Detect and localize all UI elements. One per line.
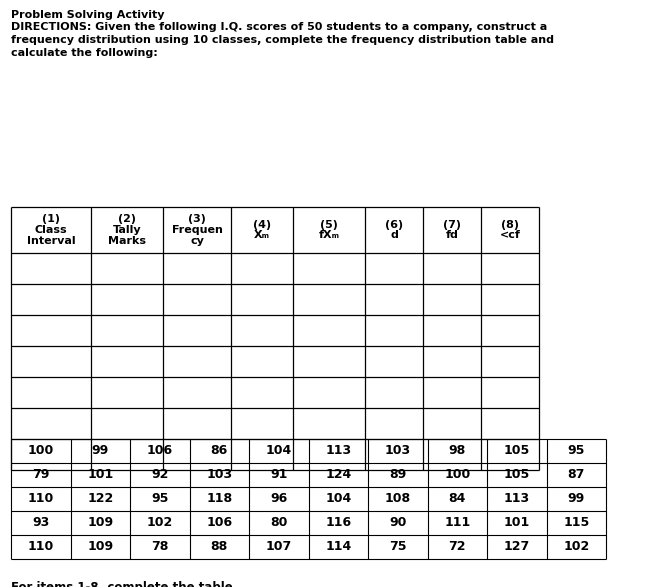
Text: fd: fd [446, 231, 458, 241]
Text: 87: 87 [567, 468, 585, 481]
Text: 110: 110 [28, 492, 54, 505]
Text: 100: 100 [28, 444, 54, 457]
Text: 122: 122 [87, 492, 113, 505]
Text: 111: 111 [444, 517, 470, 529]
Text: 102: 102 [146, 517, 173, 529]
Text: Marks: Marks [108, 236, 146, 246]
Text: 106: 106 [206, 517, 232, 529]
Text: 86: 86 [211, 444, 228, 457]
Text: Class: Class [35, 225, 67, 235]
Text: 105: 105 [503, 444, 530, 457]
Text: 101: 101 [503, 517, 530, 529]
Text: 105: 105 [503, 468, 530, 481]
Text: (7): (7) [443, 220, 461, 230]
Text: 107: 107 [265, 541, 292, 554]
Text: 89: 89 [389, 468, 406, 481]
Text: 75: 75 [389, 541, 406, 554]
Text: 109: 109 [87, 517, 113, 529]
Text: (3): (3) [188, 214, 206, 224]
Text: (2): (2) [118, 214, 136, 224]
Text: 80: 80 [270, 517, 287, 529]
Text: Xₘ: Xₘ [254, 231, 270, 241]
Text: 110: 110 [28, 541, 54, 554]
Text: 92: 92 [151, 468, 168, 481]
Text: 95: 95 [151, 492, 168, 505]
Text: 108: 108 [384, 492, 411, 505]
Text: DIRECTIONS: Given the following I.Q. scores of 50 students to a company, constru: DIRECTIONS: Given the following I.Q. sco… [11, 22, 547, 32]
Text: 113: 113 [325, 444, 351, 457]
Text: 104: 104 [325, 492, 351, 505]
Text: 115: 115 [563, 517, 589, 529]
Text: 99: 99 [568, 492, 585, 505]
Text: 113: 113 [503, 492, 530, 505]
Text: 103: 103 [206, 468, 232, 481]
Text: (4): (4) [253, 220, 271, 230]
Text: Interval: Interval [27, 236, 75, 246]
Text: 109: 109 [87, 541, 113, 554]
Text: 127: 127 [503, 541, 530, 554]
Text: (8): (8) [501, 220, 519, 230]
Text: 96: 96 [270, 492, 287, 505]
Text: 124: 124 [325, 468, 351, 481]
Text: 84: 84 [449, 492, 466, 505]
Text: (5): (5) [320, 220, 338, 230]
Text: 72: 72 [448, 541, 466, 554]
Text: Frequen: Frequen [172, 225, 222, 235]
Text: 104: 104 [265, 444, 292, 457]
Text: frequency distribution using 10 classes, complete the frequency distribution tab: frequency distribution using 10 classes,… [11, 35, 554, 45]
Text: (6): (6) [385, 220, 403, 230]
Text: calculate the following:: calculate the following: [11, 48, 158, 58]
Text: fXₘ: fXₘ [319, 231, 340, 241]
Text: 118: 118 [206, 492, 232, 505]
Text: (1): (1) [42, 214, 60, 224]
Text: 106: 106 [147, 444, 173, 457]
Text: 95: 95 [567, 444, 585, 457]
Text: 101: 101 [87, 468, 113, 481]
Text: 93: 93 [32, 517, 49, 529]
Text: 99: 99 [92, 444, 109, 457]
Text: Tally: Tally [112, 225, 142, 235]
Text: 88: 88 [211, 541, 228, 554]
Text: Problem Solving Activity: Problem Solving Activity [11, 10, 164, 20]
Text: 91: 91 [270, 468, 287, 481]
Text: 78: 78 [151, 541, 168, 554]
Text: 102: 102 [563, 541, 589, 554]
Text: 90: 90 [389, 517, 406, 529]
Text: cy: cy [190, 236, 204, 246]
Text: 79: 79 [32, 468, 49, 481]
Text: 103: 103 [384, 444, 411, 457]
Text: 98: 98 [449, 444, 466, 457]
Text: <cf: <cf [499, 231, 521, 241]
Text: 100: 100 [444, 468, 470, 481]
Text: For items 1-8, complete the table.: For items 1-8, complete the table. [11, 581, 237, 587]
Text: 116: 116 [325, 517, 351, 529]
Text: d: d [390, 231, 398, 241]
Text: 114: 114 [325, 541, 351, 554]
